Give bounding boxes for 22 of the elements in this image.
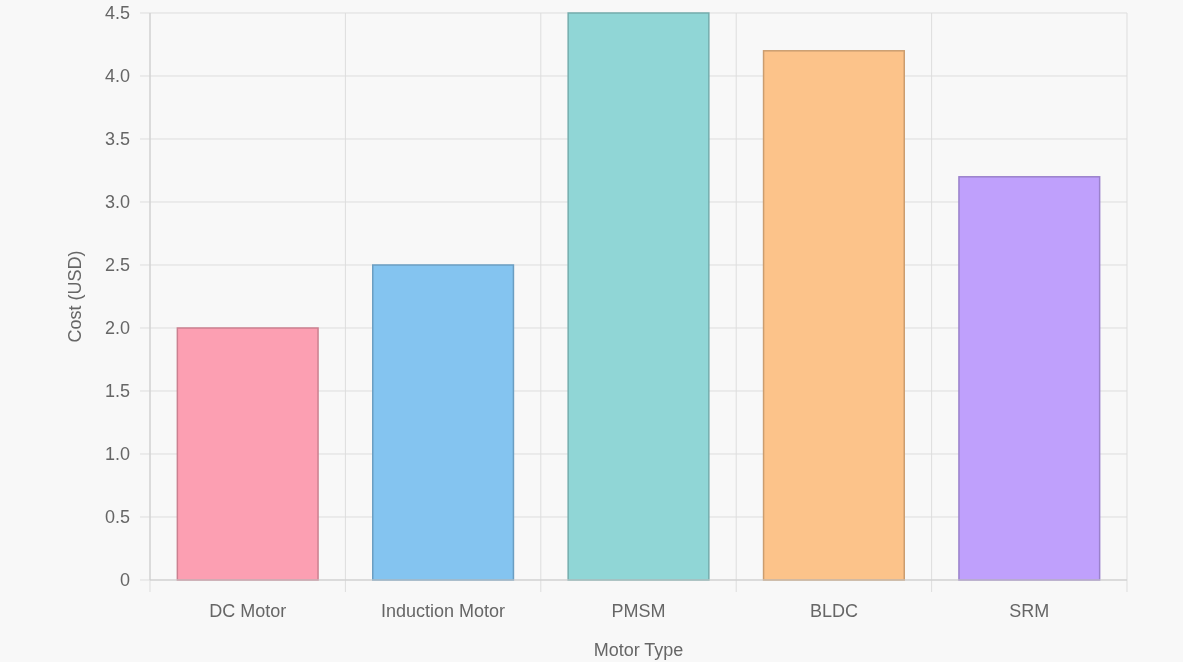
x-tick-label: PMSM <box>611 601 666 621</box>
y-tick-label: 4.5 <box>104 3 130 24</box>
y-tick-label: 1.0 <box>104 444 130 465</box>
x-tick-label: BLDC <box>809 601 858 621</box>
x-axis-title: Motor Type <box>593 640 684 660</box>
y-tick-label: 3.5 <box>104 129 130 150</box>
bar <box>372 264 515 581</box>
bar <box>567 12 710 581</box>
x-tick-label: SRM <box>1009 601 1050 621</box>
y-axis-title: Cost (USD) <box>65 250 85 343</box>
y-tick-label: 2.5 <box>104 255 130 276</box>
y-tick-label: 2.0 <box>104 318 130 339</box>
y-tick-label: 0 <box>119 570 130 591</box>
bar <box>958 176 1101 581</box>
y-tick-label: 3.0 <box>104 192 130 213</box>
x-tick-label: Induction Motor <box>381 601 506 621</box>
x-tick-label: DC Motor <box>209 601 287 621</box>
y-tick-label: 4.0 <box>104 66 130 87</box>
y-tick-label: 0.5 <box>104 507 130 528</box>
y-tick-label: 1.5 <box>104 381 130 402</box>
bar <box>176 327 319 581</box>
bar <box>762 50 905 581</box>
